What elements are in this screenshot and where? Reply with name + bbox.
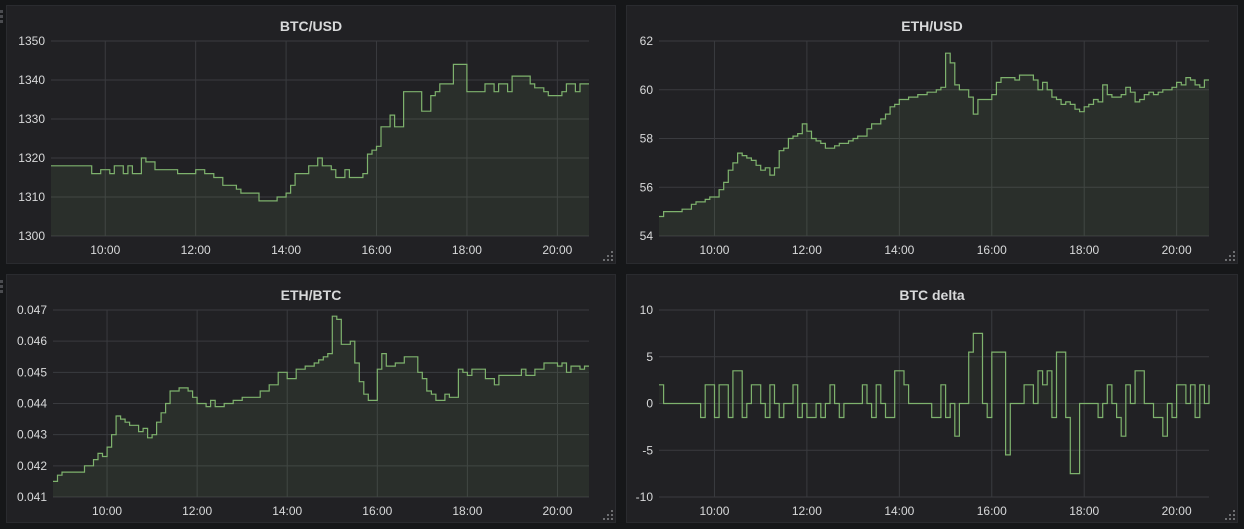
panel-eth-usd: ETH/USD 54 56 58 60 62 10:00 12:00 14:00 16:00 18… [626, 5, 1238, 264]
eth-usd-chart: 54 56 58 60 62 10:00 12:00 14:00 16:00 18:00 20:00 [640, 34, 1209, 257]
x-tick-label: 20:00 [1162, 504, 1192, 518]
y-tick-label: 0.042 [17, 459, 47, 473]
x-tick-label: 14:00 [272, 504, 302, 518]
series-line[interactable] [659, 332, 1210, 475]
x-tick-label: 20:00 [542, 504, 572, 518]
y-tick-label: 0.044 [17, 397, 47, 411]
x-tick-label: 16:00 [977, 504, 1007, 518]
x-tick-label: 18:00 [452, 504, 482, 518]
y-tick-label: 0.041 [17, 490, 47, 504]
y-tick-label: 0 [646, 397, 653, 411]
panel-title[interactable]: ETH/USD [901, 18, 963, 34]
x-tick-label: 10:00 [92, 504, 122, 518]
y-tick-label: 56 [640, 180, 654, 194]
y-tick-label: -5 [642, 443, 653, 457]
x-tick-label: 16:00 [977, 243, 1007, 257]
x-tick-label: 18:00 [1069, 243, 1099, 257]
row-drag-handle-icon[interactable] [0, 280, 4, 295]
series-line[interactable] [51, 63, 589, 202]
x-tick-label: 20:00 [542, 243, 572, 257]
y-tick-label: 60 [640, 83, 654, 97]
y-tick-label: 62 [640, 34, 654, 48]
eth-btc-chart: 0.041 0.042 0.043 0.044 0.045 0.046 0.047 10:00… [17, 303, 589, 518]
y-tick-label: 58 [640, 132, 654, 146]
x-tick-label: 12:00 [792, 504, 822, 518]
x-tick-label: 14:00 [271, 243, 301, 257]
panel-eth-btc: ETH/BTC 0.041 0.042 0.043 0.044 0.045 0.046 0.… [6, 274, 616, 523]
x-tick-label: 20:00 [1162, 243, 1192, 257]
x-tick-label: 14:00 [884, 504, 914, 518]
btc-usd-chart: 1300 1310 1320 1330 1340 1350 10:00 12:00 14:00 1… [18, 34, 589, 257]
y-tick-label: 0.043 [17, 428, 47, 442]
x-tick-label: 18:00 [452, 243, 482, 257]
series-area [51, 64, 589, 237]
x-tick-label: 16:00 [362, 504, 392, 518]
x-tick-label: 10:00 [699, 243, 729, 257]
x-tick-label: 10:00 [699, 504, 729, 518]
resize-handle-icon[interactable] [1225, 510, 1235, 520]
y-tick-label: 0.047 [17, 303, 47, 317]
y-tick-label: 1320 [18, 151, 45, 165]
series-area [659, 53, 1209, 237]
x-tick-label: 12:00 [182, 504, 212, 518]
resize-handle-icon[interactable] [1225, 251, 1235, 261]
resize-handle-icon[interactable] [603, 251, 613, 261]
x-tick-label: 16:00 [361, 243, 391, 257]
series-area [659, 333, 1209, 474]
y-tick-label: 0.046 [17, 334, 47, 348]
panel-title[interactable]: ETH/BTC [280, 287, 342, 303]
x-tick-label: 14:00 [884, 243, 914, 257]
y-tick-label: 54 [640, 229, 654, 243]
panel-title[interactable]: BTC delta [899, 287, 965, 303]
y-tick-label: 1310 [18, 190, 45, 204]
y-tick-label: 5 [646, 350, 653, 364]
x-tick-label: 12:00 [181, 243, 211, 257]
x-tick-label: 12:00 [792, 243, 822, 257]
series-line[interactable] [53, 315, 589, 482]
series-area [53, 316, 589, 497]
resize-handle-icon[interactable] [603, 510, 613, 520]
y-tick-label: 0.045 [17, 365, 47, 379]
y-tick-label: 1300 [18, 229, 45, 243]
x-tick-label: 10:00 [90, 243, 120, 257]
y-tick-label: 10 [640, 303, 654, 317]
panel-btc-usd: BTC/USD 1300 1310 1320 1330 1340 1350 10:00 12:… [6, 5, 616, 264]
series-line[interactable] [659, 52, 1209, 218]
y-tick-label: 1340 [18, 73, 45, 87]
x-tick-label: 18:00 [1069, 504, 1099, 518]
btc-delta-chart: -10 -5 0 5 10 10:00 12:00 14:00 16:00 18:00 20:00 [636, 303, 1210, 518]
row-drag-handle-icon[interactable] [0, 10, 4, 25]
y-tick-label: 1350 [18, 34, 45, 48]
y-tick-label: 1330 [18, 112, 45, 126]
y-tick-label: -10 [636, 490, 654, 504]
panel-btc-delta: BTC delta -10 -5 0 5 10 10:00 12:00 14:00 16:00 1… [626, 274, 1238, 523]
panel-title[interactable]: BTC/USD [279, 18, 343, 34]
